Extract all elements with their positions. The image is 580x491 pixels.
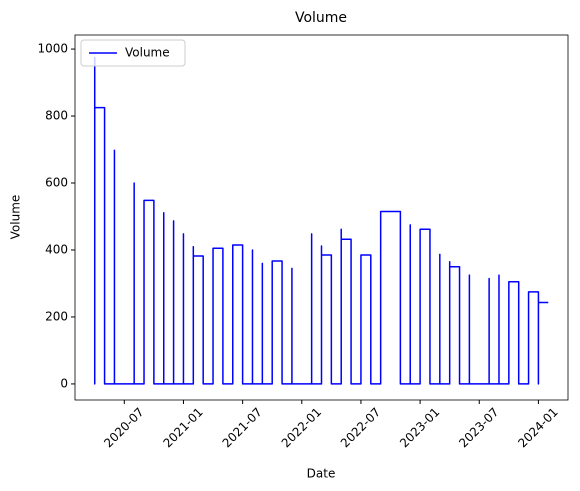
legend-box (80, 39, 186, 67)
y-axis-label: Volume (9, 195, 23, 240)
chart-title: Volume (295, 10, 347, 26)
y-tick-label: 1000 (37, 42, 68, 56)
y-tick-label: 800 (45, 109, 68, 123)
x-axis-label: Date (307, 467, 336, 481)
axes-frame (74, 34, 569, 401)
y-tick-label: 200 (45, 309, 68, 323)
y-tick-label: 400 (45, 242, 68, 256)
data-line (93, 56, 549, 385)
y-tick-label: 0 (60, 376, 68, 390)
y-tick-label: 600 (45, 176, 68, 190)
legend-label: Volume (125, 46, 170, 60)
